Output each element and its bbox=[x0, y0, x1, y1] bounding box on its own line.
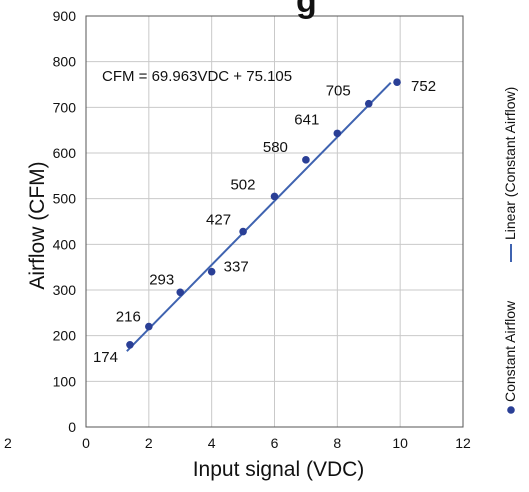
data-point bbox=[333, 129, 342, 138]
data-point bbox=[176, 288, 185, 297]
x-tick-label: 2 bbox=[145, 435, 153, 451]
data-label: 216 bbox=[116, 309, 141, 326]
plot-frame bbox=[85, 15, 464, 428]
y-axis-label: Airflow (CFM) bbox=[26, 161, 49, 289]
y-tick-label: 0 bbox=[68, 419, 76, 435]
x-tick-label: 10 bbox=[392, 435, 408, 451]
y-tick-label: 200 bbox=[53, 328, 77, 344]
data-point bbox=[302, 156, 310, 164]
data-label: 427 bbox=[206, 212, 231, 229]
data-point bbox=[393, 78, 401, 87]
data-label: 502 bbox=[230, 176, 255, 193]
left-fragment-label: 2 bbox=[4, 435, 12, 451]
y-tick-label: 700 bbox=[53, 99, 77, 115]
y-tick-label: 900 bbox=[53, 8, 77, 24]
data-point bbox=[239, 227, 247, 236]
data-label: 752 bbox=[411, 78, 436, 95]
data-label: 641 bbox=[294, 111, 319, 128]
data-label: 580 bbox=[263, 139, 288, 156]
data-label: 293 bbox=[149, 271, 174, 288]
x-tick-label: 6 bbox=[271, 435, 279, 451]
y-tick-label: 400 bbox=[53, 236, 77, 252]
y-tick-label: 100 bbox=[53, 373, 77, 389]
y-tick-label: 500 bbox=[53, 191, 77, 207]
data-point bbox=[126, 341, 134, 349]
y-tick-label: 600 bbox=[53, 145, 77, 161]
data-label: 337 bbox=[224, 259, 249, 276]
data-point bbox=[145, 322, 153, 331]
legend-point-swatch bbox=[507, 406, 515, 414]
x-axis-label: Input signal (VDC) bbox=[193, 458, 365, 481]
trendline-equation: CFM = 69.963VDC + 75.105 bbox=[102, 68, 292, 85]
trendline bbox=[126, 81, 392, 352]
data-point bbox=[270, 192, 279, 201]
y-tick-label: 300 bbox=[53, 282, 77, 298]
legend-label-points: Constant Airflow bbox=[502, 300, 518, 402]
x-tick-label: 12 bbox=[455, 435, 471, 451]
chart-title: g bbox=[296, 0, 317, 20]
x-tick-label: 0 bbox=[82, 435, 90, 451]
x-tick-label: 4 bbox=[208, 435, 216, 451]
legend-label-trendline: Linear (Constant Airflow) bbox=[502, 87, 518, 240]
data-label: 174 bbox=[93, 349, 118, 366]
data-label: 705 bbox=[326, 83, 351, 100]
data-point bbox=[207, 267, 216, 276]
y-tick-label: 800 bbox=[53, 54, 77, 70]
x-tick-label: 8 bbox=[333, 435, 341, 451]
data-point bbox=[364, 99, 373, 108]
